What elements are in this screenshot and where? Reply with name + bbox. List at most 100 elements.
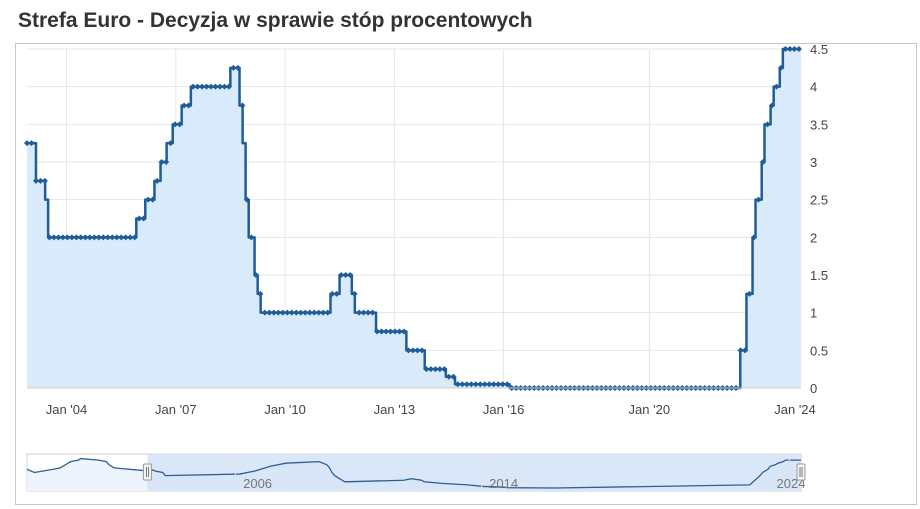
navigator-selection[interactable] [147,454,802,491]
data-point-marker [504,381,511,388]
data-point-marker [131,234,138,241]
data-point-marker [468,381,475,388]
data-point-marker [746,290,753,297]
data-point-marker [181,102,188,109]
data-point-marker [768,102,775,109]
data-point-marker [257,290,264,297]
data-point-marker [378,328,385,335]
data-point-marker [409,347,416,354]
y-tick-label: 3 [810,155,817,170]
data-point-marker [400,328,407,335]
data-point-marker [149,196,156,203]
series-line [27,47,801,390]
data-point-marker [212,83,219,90]
data-point-marker [481,381,488,388]
data-point-marker [450,373,457,380]
data-point-marker [176,121,183,128]
data-point-marker [737,347,744,354]
navigator[interactable]: 2006 2014 2024 [26,453,806,492]
y-tick-label: 0 [810,381,817,396]
y-tick-label: 1.5 [810,268,828,283]
data-point-marker [418,347,425,354]
data-point-marker [284,309,291,316]
handle-grip[interactable] [142,463,152,481]
data-point-marker [486,381,493,388]
data-point-marker [266,309,273,316]
navigator-right-handle[interactable] [796,463,806,481]
data-point-marker [136,215,143,222]
data-point-marker [243,196,250,203]
data-point-marker [203,83,210,90]
area-layer [27,49,801,388]
data-point-marker [216,83,223,90]
data-point-marker [333,290,340,297]
data-point-marker [41,177,48,184]
data-point-marker [297,309,304,316]
y-tick-label: 0.5 [810,343,828,358]
navigator-left-handle[interactable] [142,463,152,481]
data-point-marker [795,46,802,52]
data-point-marker [50,234,57,241]
data-point-marker [356,309,363,316]
data-point-marker [154,177,161,184]
data-point-marker [225,83,232,90]
data-point-marker [432,366,439,373]
line-layer [24,46,802,391]
data-point-marker [351,290,358,297]
data-point-marker [742,347,749,354]
data-point-marker [77,234,84,241]
data-point-marker [320,309,327,316]
data-point-marker [68,234,75,241]
x-tick-label: Jan '20 [629,402,671,417]
data-point-marker [239,102,246,109]
data-point-marker [374,328,381,335]
data-point-marker [252,272,259,278]
data-point-marker [158,159,165,165]
y-tick-label: 3.5 [810,117,828,132]
data-point-marker [46,234,53,241]
chart-title: Strefa Euro - Decyzja w sprawie stóp pro… [18,9,533,32]
navigator-line [26,457,801,489]
data-point-marker [86,234,93,241]
data-point-marker [167,140,174,147]
data-point-marker [392,328,399,335]
data-point-marker [234,64,241,71]
navigator-year-label: 2006 [243,476,272,491]
data-point-marker [140,215,147,222]
data-point-marker [311,309,318,316]
x-tick-label: Jan '24 [774,402,816,417]
x-tick-label: Jan '04 [46,402,88,417]
data-point-marker [279,309,286,316]
data-point-marker [100,234,107,241]
y-tick-label: 2 [810,230,817,245]
handle-grip[interactable] [796,463,806,481]
data-point-marker [163,159,170,165]
y-tick-label: 1 [810,306,817,321]
data-point-marker [773,83,780,90]
data-point-marker [185,102,192,109]
data-point-marker [365,309,372,316]
x-tick-label: Jan '16 [483,402,525,417]
data-point-marker [755,196,762,203]
data-point-marker [95,234,102,241]
data-point-marker [28,140,35,147]
data-point-marker [109,234,116,241]
x-tick-label: Jan '07 [155,402,197,417]
series-area [27,49,801,388]
data-point-marker [414,347,421,354]
data-point-marker [786,46,793,52]
data-point-marker [436,366,443,373]
data-point-marker [82,234,89,241]
data-point-marker [64,234,71,241]
data-point-marker [230,64,237,71]
data-point-marker [199,83,206,90]
data-point-marker [59,234,66,241]
data-point-marker [122,234,129,241]
data-point-marker [270,309,277,316]
data-point-marker [208,83,215,90]
data-point-marker [445,373,452,380]
y-tick-label: 4.5 [810,44,828,57]
data-point-marker [24,140,30,147]
data-point-marker [118,234,125,241]
